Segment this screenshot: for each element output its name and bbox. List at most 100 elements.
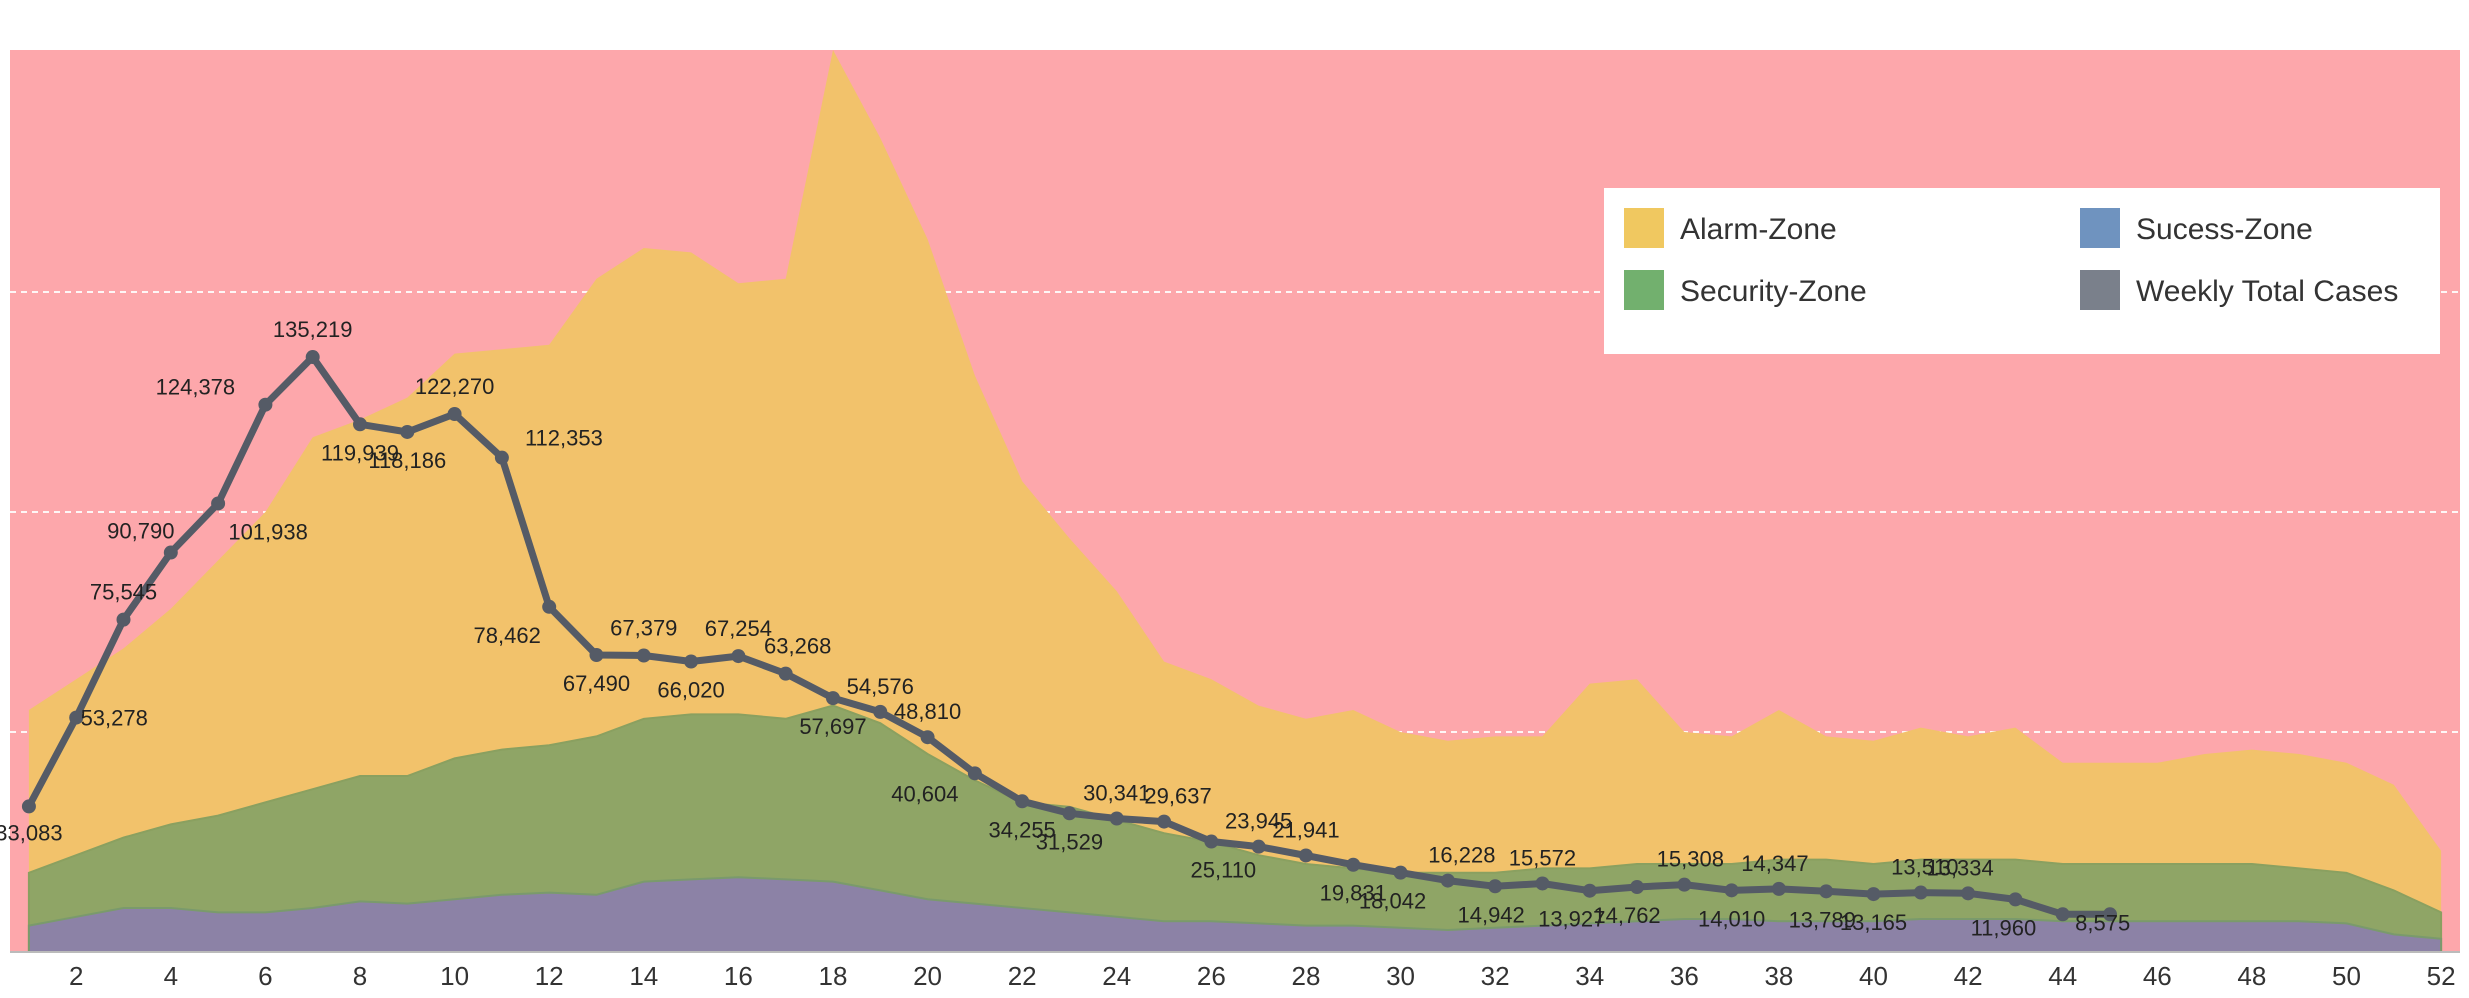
x-tick-label: 16 (724, 961, 753, 991)
legend: Alarm-Zone Sucess-Zone Security-Zone Weekly… (1604, 188, 2440, 354)
x-tick-label: 18 (819, 961, 848, 991)
weekly-cases-point (684, 654, 699, 669)
data-label: 25,110 (1191, 858, 1257, 883)
weekly-cases-point (1298, 848, 1313, 863)
data-label: 57,697 (799, 714, 866, 739)
weekly-cases-point (1582, 883, 1597, 898)
weekly-cases-point (1535, 876, 1550, 891)
weekly-cases-point (636, 648, 651, 663)
x-tick-label: 2 (69, 961, 83, 991)
legend-label: Weekly Total Cases (2136, 275, 2398, 308)
data-label: 40,604 (891, 781, 958, 806)
weekly-cases-point (258, 397, 273, 412)
weekly-cases-point (1251, 839, 1266, 854)
data-label: 124,378 (156, 375, 236, 400)
x-tick-label: 28 (1291, 961, 1320, 991)
data-label: 30,341 (1083, 780, 1150, 805)
data-label: 54,576 (847, 674, 914, 699)
legend-label: Alarm-Zone (1680, 213, 1837, 246)
weekly-cases-point (494, 450, 509, 465)
legend-label: Security-Zone (1680, 275, 1867, 308)
data-label: 119,939 (321, 440, 399, 465)
weekly-cases-point (1157, 814, 1172, 829)
data-label: 48,810 (894, 699, 961, 724)
weekly-cases-point (1771, 881, 1786, 896)
weekly-cases-point (1062, 806, 1077, 821)
x-tick-label: 38 (1764, 961, 1793, 991)
x-tick-label: 20 (913, 961, 942, 991)
data-label: 21,941 (1272, 817, 1339, 842)
x-tick-label: 8 (353, 961, 367, 991)
x-tick-label: 46 (2143, 961, 2172, 991)
data-label: 67,490 (563, 671, 630, 696)
data-label: 8,575 (2075, 910, 2130, 935)
x-tick-label: 32 (1481, 961, 1510, 991)
weekly-cases-point (69, 710, 84, 725)
legend-label: Sucess-Zone (2136, 213, 2313, 246)
weekly-cases-point (305, 350, 320, 365)
weekly-cases-point (1913, 885, 1928, 900)
x-tick-label: 50 (2332, 961, 2361, 991)
weekly-cases-point (1819, 884, 1834, 899)
weekly-cases-point (21, 799, 36, 814)
weekly-cases-point (1630, 880, 1645, 895)
data-label: 13,927 (1538, 907, 1605, 932)
weekly-cases-point (589, 648, 604, 663)
weekly-cases-point (873, 704, 888, 719)
weekly-cases-point (1677, 877, 1692, 892)
x-tick-label: 10 (440, 961, 469, 991)
data-labels: 33,083 53,278 75,545 90,790 101,938 124,378 13… (0, 317, 2130, 940)
weekly-cases-point (2055, 907, 2070, 922)
legend-box (1604, 188, 2440, 354)
data-label: 118,186 (368, 448, 446, 473)
data-label: 101,938 (228, 519, 308, 544)
x-tick-label: 24 (1102, 961, 1131, 991)
data-label: 14,942 (1457, 902, 1524, 927)
data-label: 112,353 (525, 426, 603, 451)
data-label: 11,960 (1971, 915, 2037, 940)
weekly-cases-point (1488, 879, 1503, 894)
weekly-cases-point (1393, 865, 1408, 880)
data-label: 78,462 (474, 623, 541, 648)
weekly-cases-point (731, 649, 746, 664)
weekly-cases-point (1204, 834, 1219, 849)
weekly-cases-point (1015, 794, 1030, 809)
weekly-cases-point (778, 666, 793, 681)
data-label: 53,278 (81, 706, 148, 731)
data-label: 13,510 (1891, 855, 1958, 880)
data-label: 14,010 (1698, 906, 1765, 931)
x-tick-label: 42 (1954, 961, 1983, 991)
legend-swatch (1624, 208, 1664, 248)
data-label: 66,020 (657, 678, 724, 703)
weekly-cases-point (447, 407, 462, 422)
x-tick-label: 12 (535, 961, 564, 991)
weekly-cases-point (1440, 873, 1455, 888)
weekly-cases-point (920, 730, 935, 745)
weekly-cases-point (1724, 883, 1739, 898)
data-label: 33,083 (0, 820, 63, 845)
weekly-cases-point (1346, 857, 1361, 872)
data-label: 122,270 (415, 374, 495, 399)
x-axis: 2 4 6 8 10 12 14 16 18 20 22 24 26 28 30 32 34 36 38 40 42 44… (10, 951, 2460, 991)
x-tick-label: 4 (164, 961, 178, 991)
data-label: 31,529 (1036, 829, 1103, 854)
data-label: 135,219 (273, 317, 353, 342)
data-label: 13,789 (1789, 907, 1856, 932)
data-label: 13,165 (1840, 910, 1907, 935)
x-tick-label: 34 (1575, 961, 1604, 991)
weekly-cases-point (211, 496, 226, 511)
data-label: 34,255 (989, 817, 1056, 842)
x-tick-label: 22 (1008, 961, 1037, 991)
data-label: 19,831 (1320, 881, 1387, 906)
data-label: 23,945 (1225, 809, 1292, 834)
x-tick-label: 44 (2048, 961, 2077, 991)
x-tick-label: 6 (258, 961, 272, 991)
data-label: 16,228 (1428, 843, 1495, 868)
x-tick-label: 40 (1859, 961, 1888, 991)
data-label: 15,572 (1509, 845, 1576, 870)
data-label: 14,762 (1593, 903, 1660, 928)
data-label: 18,042 (1359, 889, 1426, 914)
legend-swatch (1624, 270, 1664, 310)
weekly-cases-point (2008, 892, 2023, 907)
x-tick-label: 26 (1197, 961, 1226, 991)
